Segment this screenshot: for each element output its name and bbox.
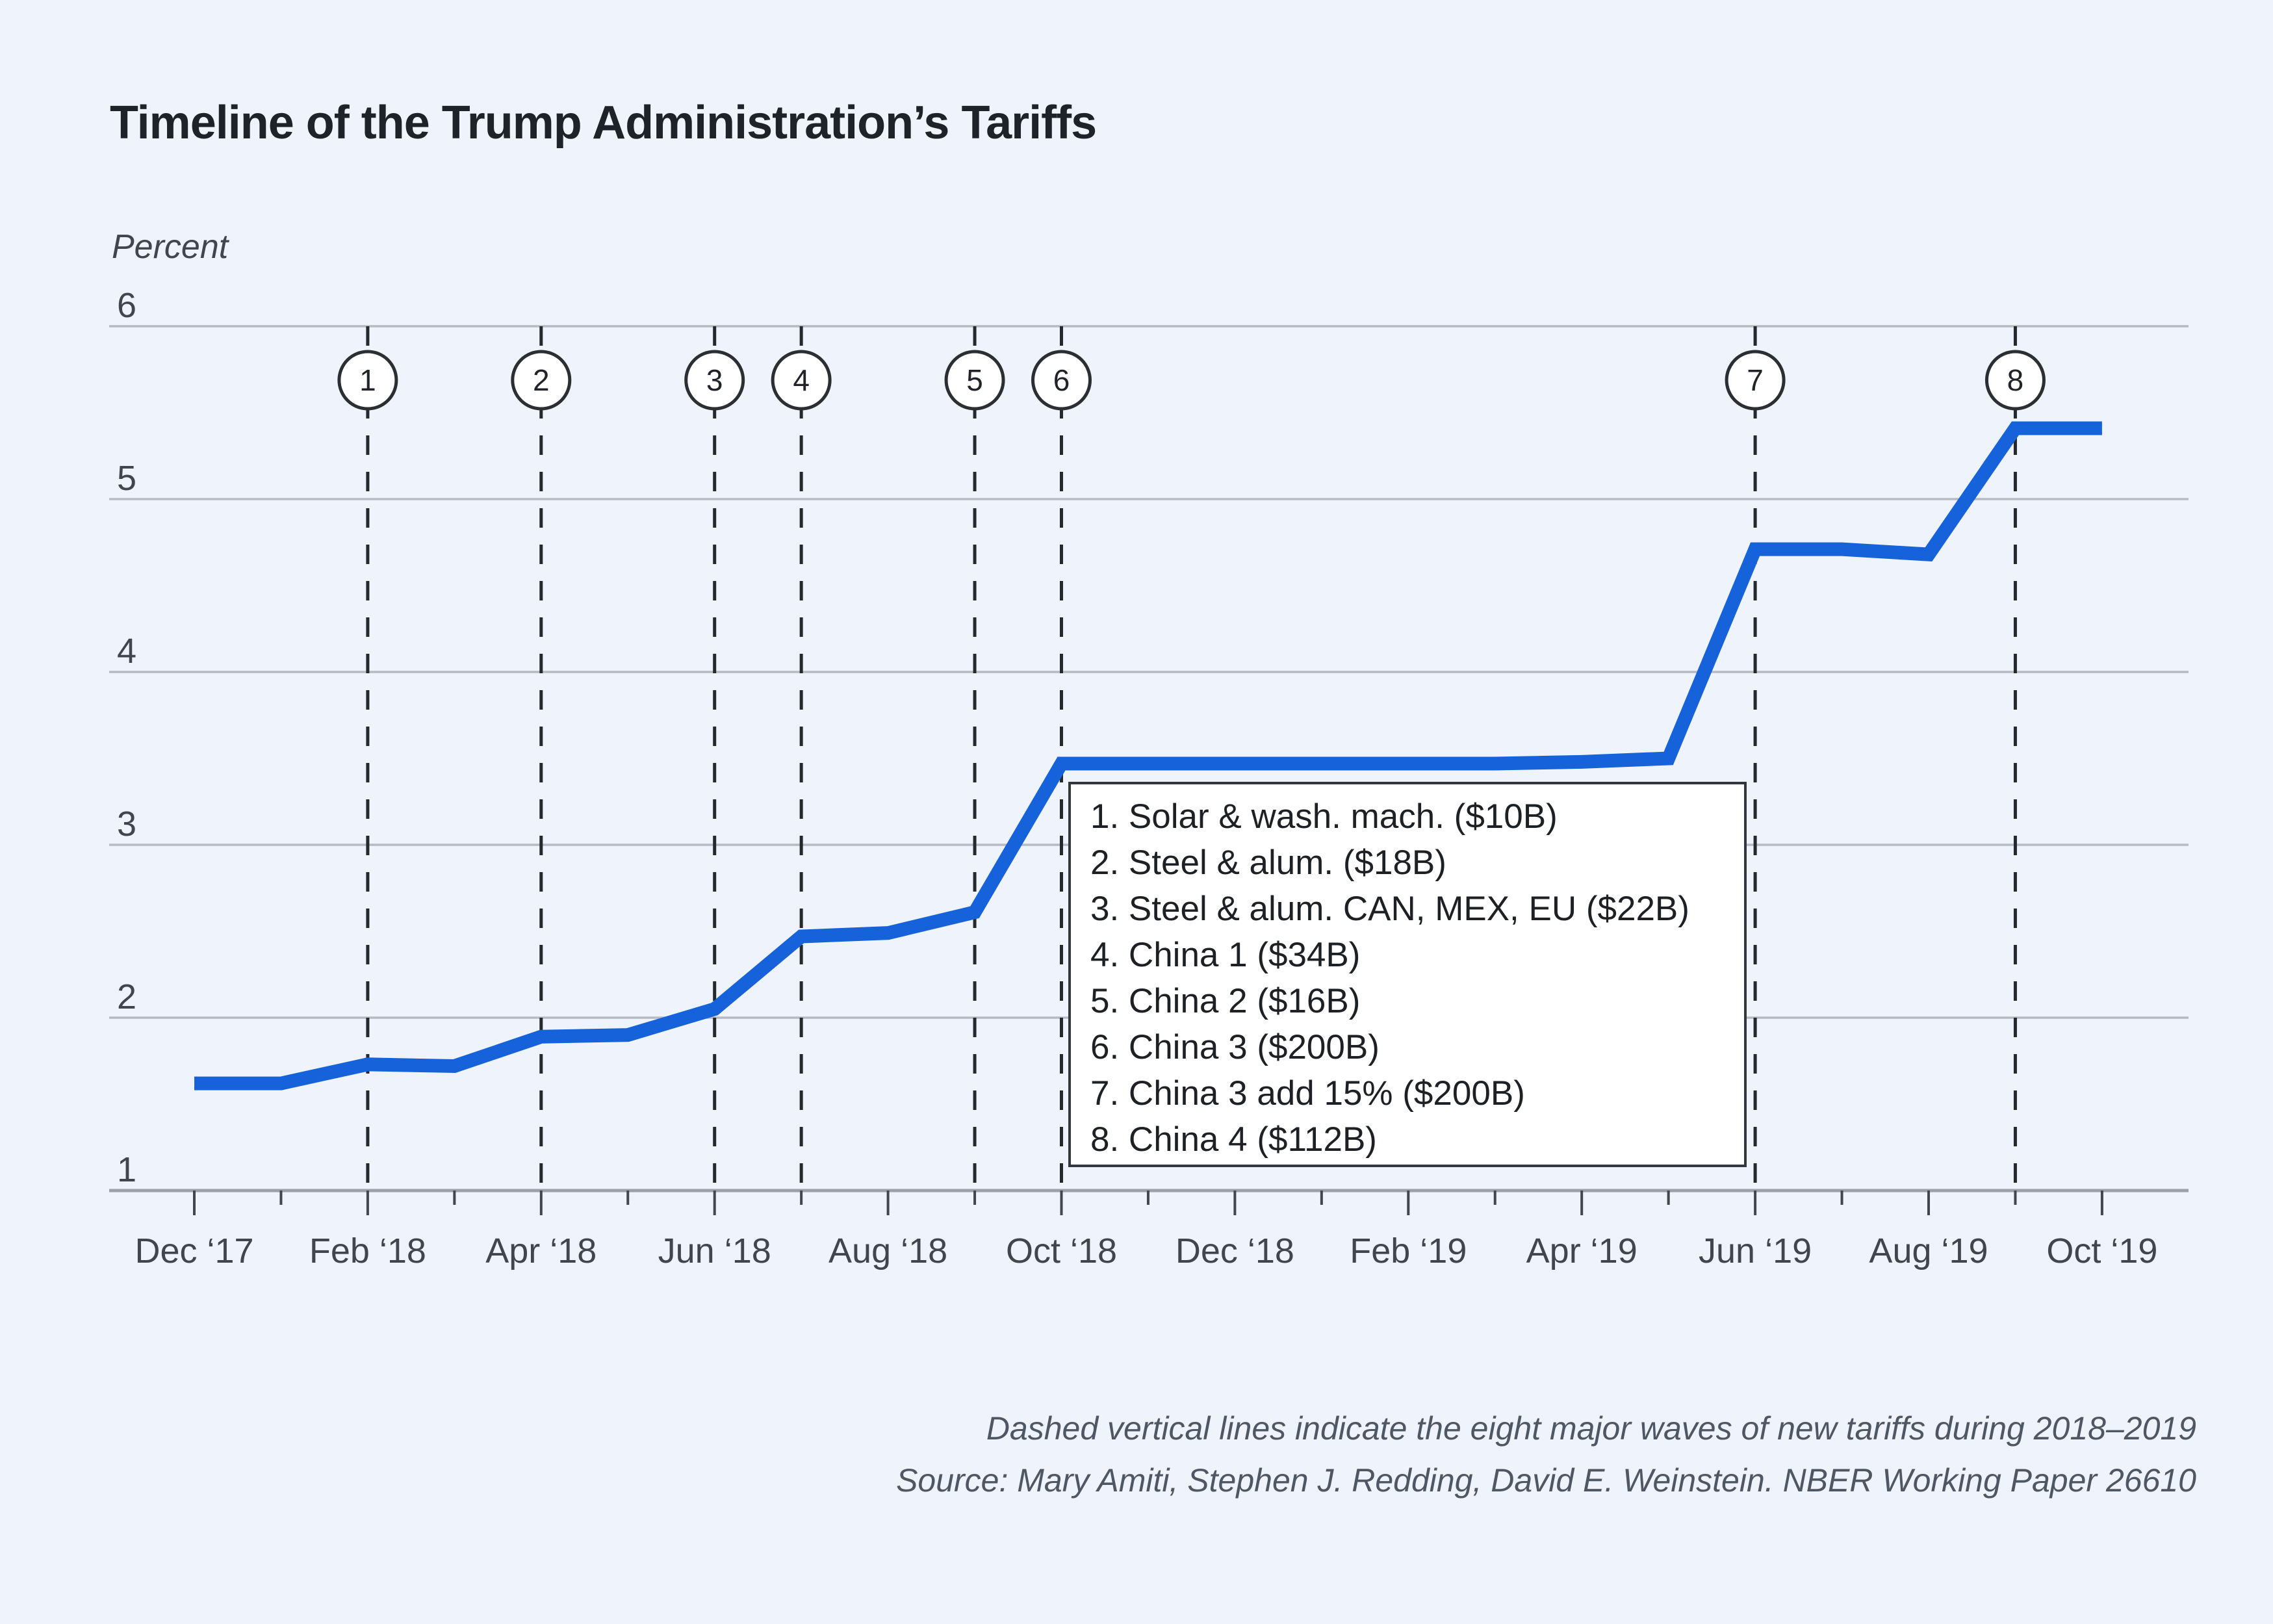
- event-marker-circle: [1725, 350, 1786, 411]
- x-tick-label: Feb ‘18: [309, 1231, 426, 1270]
- caption: Dashed vertical lines indicate the eight…: [896, 1402, 2196, 1506]
- event-number: 7: [1747, 363, 1764, 397]
- chart-title: Timeline of the Trump Administration’s T…: [110, 97, 1097, 149]
- legend-item: 5. China 2 ($16B): [1090, 982, 1361, 1020]
- x-tick-label: Dec ‘18: [1175, 1231, 1294, 1270]
- event-number: 2: [533, 363, 550, 397]
- event-marker-circle: [944, 350, 1005, 411]
- event-number: 3: [706, 363, 723, 397]
- event-marker-circle: [771, 350, 832, 411]
- figure-source: Source: Mary Amiti, Stephen J. Redding, …: [896, 1462, 2196, 1499]
- x-tick-label: Oct ‘18: [1006, 1231, 1117, 1270]
- x-tick-label: Jun ‘18: [658, 1231, 771, 1270]
- y-tick-label: 3: [117, 805, 136, 844]
- legend-item: 8. China 4 ($112B): [1090, 1120, 1377, 1159]
- event-number: 5: [966, 363, 983, 397]
- event-number: 6: [1053, 363, 1070, 397]
- y-tick-label: 2: [117, 977, 136, 1016]
- figure-note: Dashed vertical lines indicate the eight…: [986, 1410, 2196, 1447]
- event-number: 8: [2007, 363, 2024, 397]
- event-marker-circle: [337, 350, 398, 411]
- y-tick-label: 6: [117, 286, 136, 325]
- x-tick-label: Oct ‘19: [2046, 1231, 2157, 1270]
- legend-box: 1. Solar & wash. mach. ($10B) 2. Steel &…: [1068, 782, 1747, 1167]
- x-tick-label: Jun ‘19: [1699, 1231, 1812, 1270]
- legend-item: 1. Solar & wash. mach. ($10B): [1090, 797, 1558, 836]
- y-tick-label: 5: [117, 459, 136, 498]
- legend-item: 2. Steel & alum. ($18B): [1090, 844, 1446, 882]
- event-number: 1: [359, 363, 376, 397]
- event-marker-circle: [1031, 350, 1092, 411]
- y-tick-label: 4: [117, 632, 136, 671]
- x-tick-label: Aug ‘19: [1869, 1231, 1988, 1270]
- x-tick-label: Apr ‘19: [1526, 1231, 1637, 1270]
- event-marker-circle: [1984, 350, 2046, 411]
- x-tick-label: Aug ‘18: [828, 1231, 947, 1270]
- x-tick-label: Apr ‘18: [485, 1231, 597, 1270]
- legend-item: 4. China 1 ($34B): [1090, 936, 1361, 974]
- tariff-rate-line: [194, 421, 2102, 1090]
- event-number: 4: [793, 363, 810, 397]
- event-marker-circle: [684, 350, 745, 411]
- y-axis-title: Percent: [112, 228, 229, 266]
- legend-item: 3. Steel & alum. CAN, MEX, EU ($22B): [1090, 890, 1689, 928]
- x-tick-label: Dec ‘17: [135, 1231, 253, 1270]
- event-marker-circle: [511, 350, 572, 411]
- x-tick-label: Feb ‘19: [1350, 1231, 1467, 1270]
- legend-item: 7. China 3 add 15% ($200B): [1090, 1074, 1525, 1113]
- y-tick-label: 1: [117, 1150, 136, 1189]
- legend-item: 6. China 3 ($200B): [1090, 1028, 1380, 1066]
